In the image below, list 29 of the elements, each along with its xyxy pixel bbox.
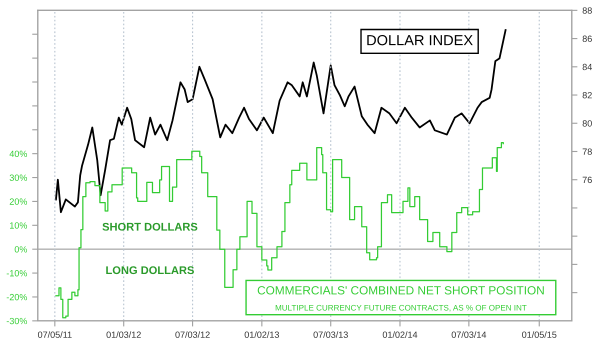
x-tick-label: 07/03/12 [175, 331, 210, 338]
y2-tick-label: 80 [582, 120, 592, 127]
annotation: SHORT DOLLARS [102, 222, 198, 231]
y-tick-label: 40% [10, 150, 28, 158]
y2-tick-label: 76 [582, 176, 592, 184]
x-tick-label: 01/05/15 [522, 331, 556, 338]
y2-tick-label: 78 [582, 148, 592, 155]
y2-tick-label: 88 [582, 7, 592, 14]
y2-tick-label: 84 [582, 64, 592, 70]
y2-tick-label: 82 [582, 92, 592, 98]
y-tick-label: 30% [10, 174, 28, 181]
x-tick-label: 01/02/13 [244, 331, 280, 338]
y-tick-label: 10% [10, 222, 28, 229]
y2-tick-label: 86 [582, 36, 592, 42]
x-tick-label: 07/05/11 [38, 331, 72, 338]
x-tick-label: 01/03/12 [106, 331, 141, 338]
y-tick-label: -20% [6, 294, 28, 300]
annotation: MULTIPLE CURRENCY FUTURE CONTRACTS, AS % OF OPEN INT [276, 304, 527, 312]
y-tick-label: -30% [6, 318, 28, 324]
x-tick-label: 07/03/13 [314, 331, 348, 338]
annotation: LONG DOLLARS [106, 266, 194, 274]
series-label: COMMERCIALS' COMBINED NET SHORT POSITION [258, 286, 544, 295]
x-tick-label: 01/02/14 [382, 331, 418, 338]
x-tick-label: 07/03/14 [452, 331, 486, 338]
y-tick-label: 0% [14, 246, 28, 253]
line-series [55, 29, 506, 214]
y-tick-label: -10% [6, 270, 28, 276]
series-label: DOLLAR INDEX [367, 34, 473, 46]
y-tick-label: 20% [10, 198, 28, 205]
